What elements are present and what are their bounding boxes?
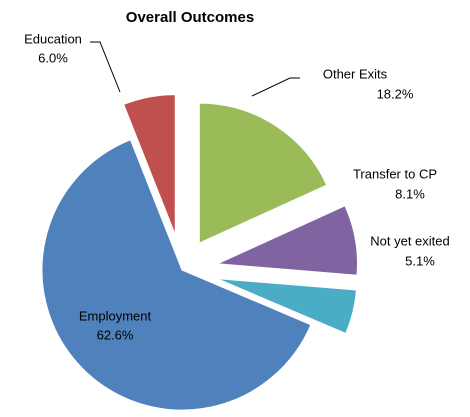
pie-slice <box>198 102 328 244</box>
slice-label: Employment <box>79 308 152 323</box>
slice-label: Other Exits <box>323 66 388 81</box>
slice-label: Education <box>24 31 82 46</box>
slice-value-label: 62.6% <box>97 327 134 342</box>
pie <box>41 94 358 411</box>
slice-value-label: 6.0% <box>38 50 68 65</box>
leader-line <box>251 77 300 97</box>
pie-slice <box>41 139 312 411</box>
slice-value-label: 18.2% <box>377 86 414 101</box>
pie-slice <box>216 278 358 335</box>
chart-title: Overall Outcomes <box>126 9 254 26</box>
slice-value-label: 5.1% <box>405 253 435 268</box>
slice-label: Transfer to CP <box>353 166 437 181</box>
pie-slice <box>215 205 358 276</box>
slice-label: Not yet exited <box>370 233 450 248</box>
pie-slice <box>123 94 176 235</box>
leader-line <box>90 41 121 93</box>
slice-value-label: 8.1% <box>395 186 425 201</box>
